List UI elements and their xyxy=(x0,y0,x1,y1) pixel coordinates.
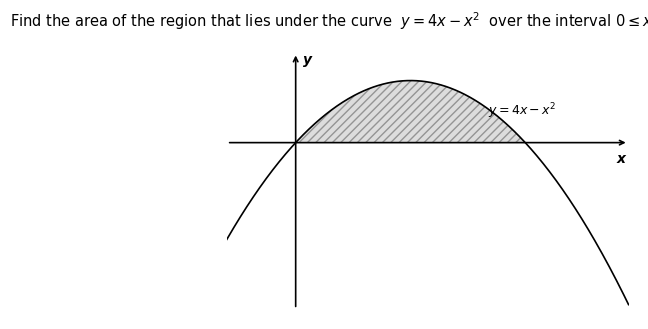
Text: Find the area of the region that lies under the curve  $y = 4x - x^2$  over the : Find the area of the region that lies un… xyxy=(10,10,648,32)
Text: x: x xyxy=(617,152,626,166)
Text: $y = 4x - x^2$: $y = 4x - x^2$ xyxy=(488,102,556,121)
Text: y: y xyxy=(303,53,312,67)
